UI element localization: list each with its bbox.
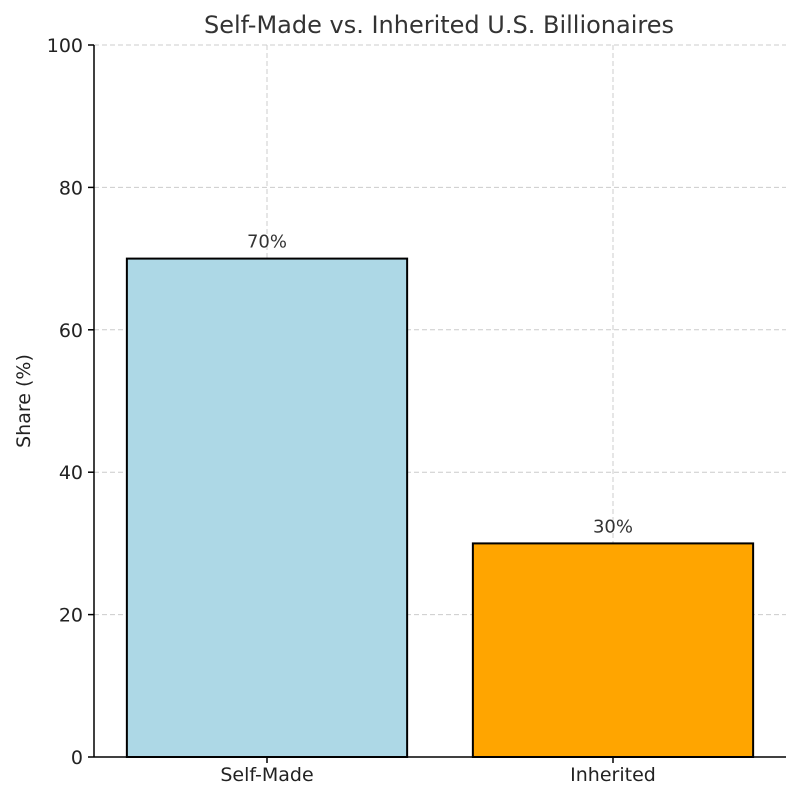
bar-inherited bbox=[471, 542, 755, 759]
y-tick-label: 40 bbox=[59, 462, 83, 484]
labels: 70% 30% 0 20 40 60 80 100 Self-Made Inherited bbox=[47, 35, 656, 786]
y-tick-label: 100 bbox=[47, 35, 83, 57]
y-tick-label: 60 bbox=[59, 320, 83, 342]
y-tick-label: 80 bbox=[59, 177, 83, 199]
chart-title: Self-Made vs. Inherited U.S. Billionaire… bbox=[204, 11, 674, 39]
bar-value-label: 70% bbox=[247, 232, 287, 253]
y-tick-label: 20 bbox=[59, 605, 83, 627]
x-tick-label: Inherited bbox=[570, 764, 656, 786]
y-axis-label: Share (%) bbox=[13, 354, 35, 448]
axes bbox=[88, 44, 786, 763]
x-tick-label: Self-Made bbox=[220, 764, 313, 786]
bars bbox=[125, 257, 755, 759]
bar-value-label: 30% bbox=[593, 516, 633, 537]
y-tick-label: 0 bbox=[71, 747, 83, 769]
bar-self-made bbox=[125, 257, 409, 758]
